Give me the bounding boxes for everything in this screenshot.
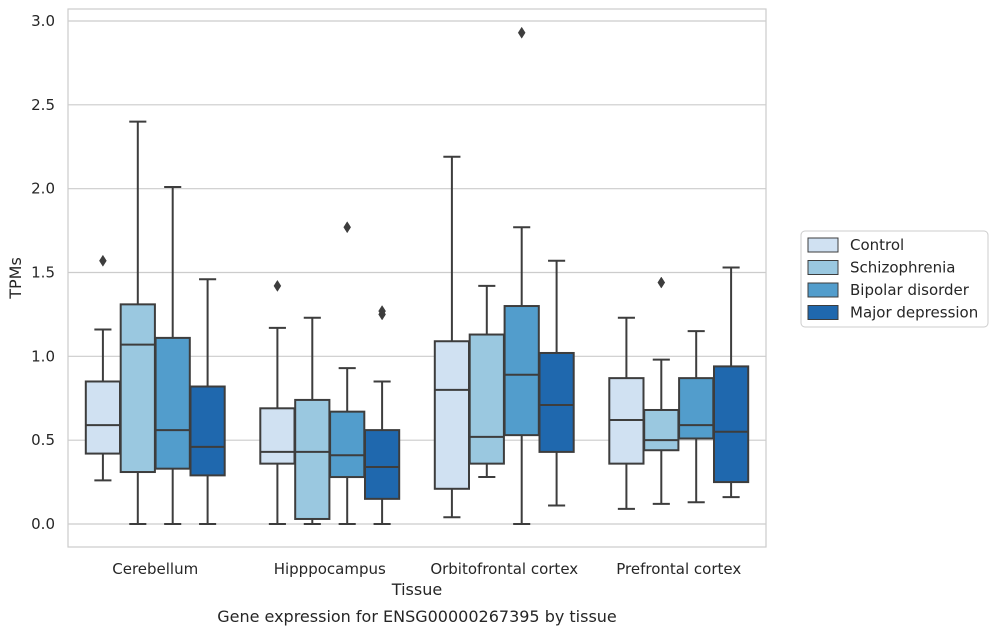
legend-swatch (807, 260, 839, 275)
outlier-point (378, 305, 386, 318)
x-tick-layer: Cerebellum Hipppocampus Orbitofrontal cort… (112, 560, 741, 578)
box-group (643, 276, 680, 505)
box (329, 410, 366, 479)
outlier-point (273, 279, 282, 292)
legend-frame (800, 230, 989, 328)
box-group (154, 185, 191, 525)
plot-frame (67, 8, 767, 548)
box (363, 429, 401, 500)
outlier-point (343, 221, 351, 234)
legend: Control Schizophrenia Bipolar disorder Majo… (800, 230, 989, 328)
x-axis-label: Tissue (391, 580, 442, 599)
legend-label: Schizophrenia (850, 259, 955, 277)
x-tick-label: Prefrontal cortex (616, 560, 741, 578)
y-tick-label: 2.5 (31, 96, 55, 114)
x-tick-label: Orbitofrontal cortex (430, 560, 578, 578)
box-group (363, 305, 401, 525)
box-group (84, 254, 122, 482)
box-group (468, 284, 505, 479)
y-tick-label: 1.0 (31, 347, 55, 365)
box (712, 365, 750, 484)
y-tick-label: 1.5 (31, 264, 55, 282)
y-axis-label: TPMs (6, 257, 25, 300)
box (84, 380, 122, 455)
box (189, 385, 226, 477)
outlier-point (657, 276, 666, 289)
box-group (189, 278, 226, 525)
box (538, 351, 575, 453)
box (294, 398, 331, 520)
box-layer (84, 26, 750, 525)
box (154, 336, 191, 470)
box-group (503, 26, 540, 525)
legend-swatch (807, 237, 839, 253)
y-tick-label: 0.0 (31, 515, 55, 533)
legend-swatch (807, 305, 839, 320)
x-tick-label: Hipppocampus (274, 560, 386, 578)
box-group (608, 316, 645, 510)
box (643, 408, 680, 452)
box-group (259, 279, 296, 525)
legend-swatch (807, 282, 839, 298)
figure-caption: Gene expression for ENSG00000267395 by t… (217, 607, 617, 626)
y-tick-label: 0.5 (31, 431, 55, 449)
box-group (712, 266, 750, 499)
legend-label: Bipolar disorder (850, 281, 970, 299)
box (503, 305, 540, 437)
legend-label: Control (850, 236, 904, 254)
box (433, 340, 471, 490)
box-group (433, 155, 471, 519)
box (468, 333, 505, 465)
box-group (329, 221, 366, 525)
x-tick-label: Cerebellum (112, 560, 198, 578)
box (259, 407, 296, 465)
box-group (678, 330, 715, 504)
outlier-point (99, 254, 107, 267)
box-group (294, 316, 331, 525)
box-group (538, 259, 575, 507)
outlier-point (517, 26, 526, 39)
legend-label: Major depression (850, 304, 978, 322)
y-tick-label: 3.0 (31, 12, 55, 30)
y-tick-label: 2.0 (31, 180, 55, 198)
box (119, 303, 156, 474)
box (678, 377, 715, 440)
box-group (119, 120, 156, 525)
y-tick-layer: 0.0 0.5 1.0 1.5 2.0 2.5 3.0 (31, 12, 55, 533)
